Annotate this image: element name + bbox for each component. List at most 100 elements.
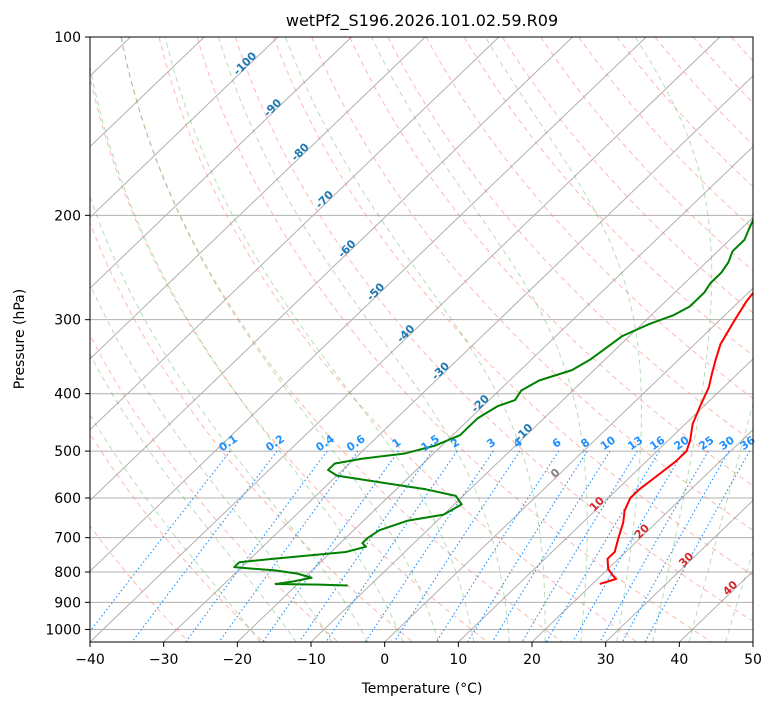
isotherm-gridline — [605, 499, 753, 642]
dry-adiabat — [90, 73, 488, 642]
y-tick-label: 600 — [54, 491, 81, 507]
y-tick-label: 500 — [54, 444, 81, 460]
moist-adiabat — [217, 37, 510, 642]
mixing-ratio-label: 30 — [717, 433, 737, 453]
isotherm-gridline — [90, 37, 205, 148]
dry-adiabat-label: -80 — [289, 140, 312, 163]
mixing-ratio-label: 3 — [484, 436, 498, 451]
mixing-ratio-line — [521, 450, 638, 642]
isotherm-gridline — [457, 358, 753, 642]
moist-adiabat — [164, 37, 475, 642]
mixing-ratio-label: 25 — [696, 434, 716, 453]
dry-adiabat-label: -60 — [335, 237, 358, 260]
dry-adiabat — [120, 37, 563, 642]
isotherm-gridline — [90, 37, 352, 289]
x-tick-label: −40 — [75, 652, 105, 668]
y-tick-label: 900 — [54, 595, 81, 611]
y-axis-label: Pressure (hPa) — [12, 289, 28, 389]
moist-adiabat-label: 30 — [676, 549, 696, 569]
plot-area: 0.1 0.2 0.4 0.6 1 1.5 2 3 4 6 8 10 13 16 20 25 30 36-100-… — [90, 37, 775, 642]
isotherm-gridline — [752, 641, 753, 642]
mixing-ratio-line — [491, 450, 611, 642]
y-tick-label: 200 — [54, 208, 81, 224]
moist-adiabat — [371, 37, 588, 642]
y-tick-label: 400 — [54, 387, 81, 403]
isotherm-gridline — [163, 75, 753, 642]
mixing-ratio-line — [599, 450, 709, 642]
x-tick-label: −20 — [223, 652, 253, 668]
dry-adiabat — [387, 37, 753, 443]
x-tick-label: 50 — [744, 652, 762, 668]
x-tick-label: 40 — [670, 652, 688, 668]
y-tick-label: 700 — [54, 531, 81, 547]
dry-adiabat — [540, 37, 753, 272]
isotherm-gridline — [310, 216, 753, 642]
mixing-ratio-line — [467, 450, 588, 642]
dry-adiabat — [349, 37, 753, 487]
dry-adiabat — [234, 37, 753, 622]
chart-title: wetPf2_S196.2026.101.02.59.R09 — [286, 11, 558, 31]
dry-adiabat — [90, 525, 190, 642]
plot-clip-group — [90, 37, 775, 642]
y-tick-label: 300 — [54, 313, 81, 329]
isotherm-gridline — [90, 37, 647, 572]
isotherm-gridline — [90, 37, 426, 360]
moist-adiabat — [484, 37, 642, 642]
mixing-ratio-label: 8 — [578, 436, 592, 451]
axes: −40 −30 −20 −10 0 10 20 30 40 50 100 200 300 400 500 60… — [45, 30, 762, 668]
mixing-ratio-line — [572, 450, 685, 642]
dry-adiabat — [90, 333, 339, 642]
mixing-ratio-line — [545, 450, 660, 642]
dry-adiabat-label: -90 — [261, 96, 284, 119]
dewpoint-profile-line — [233, 217, 753, 587]
dry-adiabat — [502, 37, 753, 314]
plot-frame — [89, 36, 754, 643]
dry-adiabat — [90, 221, 414, 642]
y-tick-label: 1000 — [45, 622, 81, 638]
mixing-ratio-line — [325, 450, 458, 642]
y-tick-label: 100 — [54, 30, 81, 46]
moist-adiabat-label: 10 — [587, 494, 607, 514]
temperature-profile-line — [599, 291, 753, 585]
mixing-ratio-label: 13 — [625, 434, 645, 453]
dry-adiabat — [273, 37, 753, 576]
mixing-ratio-label: 2 — [448, 436, 462, 451]
dry-adiabat — [196, 37, 712, 642]
x-tick-label: 0 — [380, 652, 389, 668]
mixing-ratio-label: 1 — [390, 436, 404, 451]
dry-adiabat — [90, 432, 264, 642]
isotherm-gridline — [531, 429, 753, 642]
mixing-ratio-line — [131, 450, 278, 642]
dry-adiabat — [463, 37, 753, 357]
moist-adiabat — [90, 195, 369, 642]
moist-adiabat — [284, 37, 546, 642]
mixing-ratio-line — [262, 450, 399, 642]
y-tick-label: 800 — [54, 565, 81, 581]
mixing-ratio-line — [185, 450, 328, 642]
moist-adiabat — [120, 37, 439, 642]
moist-adiabat — [688, 401, 753, 642]
x-tick-label: 20 — [523, 652, 541, 668]
moist-adiabat-label: 40 — [720, 578, 740, 598]
isotherm-gridline — [90, 37, 721, 642]
mixing-ratio-line — [435, 450, 560, 642]
dry-adiabat — [770, 37, 775, 642]
isotherm-gridline — [384, 287, 753, 642]
mixing-ratio-label: 16 — [647, 433, 667, 453]
moist-adiabat — [90, 413, 261, 642]
mixing-ratio-label: 6 — [550, 436, 564, 451]
mixing-ratio-label: 20 — [672, 433, 692, 453]
x-axis-label: Temperature (°C) — [361, 681, 483, 697]
dry-adiabat — [311, 37, 753, 531]
dry-adiabat-label: -70 — [313, 188, 336, 211]
x-tick-label: 30 — [597, 652, 615, 668]
dry-adiabat-label: -100 — [231, 49, 260, 78]
dry-adiabat — [578, 37, 753, 230]
moist-adiabat — [90, 283, 333, 642]
dry-adiabat — [692, 37, 753, 104]
x-tick-label: −10 — [296, 652, 326, 668]
isotherm-gridline — [90, 37, 500, 431]
dry-adiabat — [654, 37, 753, 146]
moist-adiabat — [90, 64, 404, 642]
